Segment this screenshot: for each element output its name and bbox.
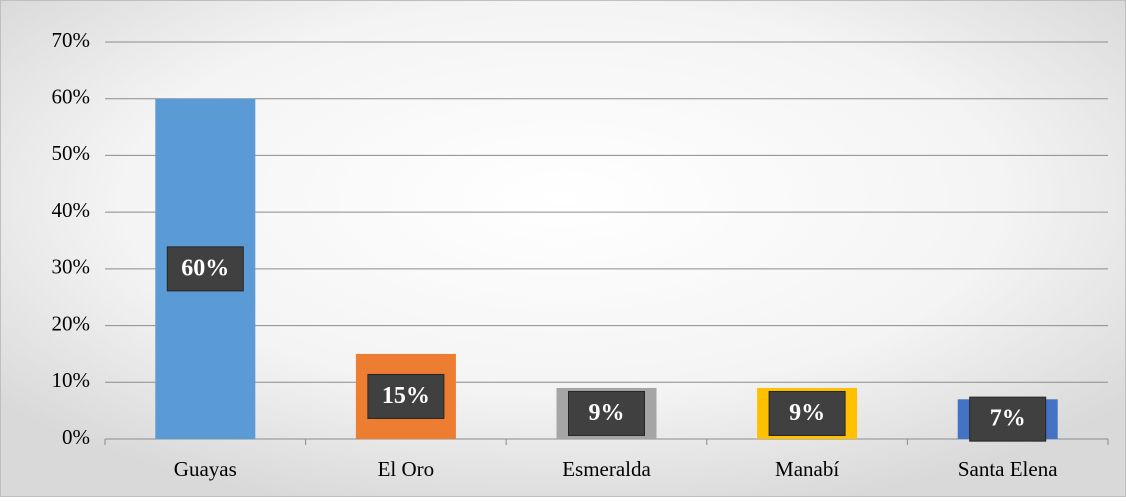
- y-tick-label: 0%: [62, 425, 90, 449]
- x-tick-label: Esmeralda: [562, 457, 651, 481]
- x-tick-label: Guayas: [174, 457, 237, 481]
- value-label-box: [568, 390, 645, 436]
- y-tick-label: 70%: [52, 28, 91, 52]
- value-label: 15%: [382, 383, 430, 409]
- y-tick-label: 50%: [52, 141, 91, 165]
- value-label: 9%: [789, 400, 825, 426]
- value-label: 9%: [589, 400, 625, 426]
- value-label-box: [166, 246, 244, 292]
- y-tick-label: 40%: [52, 198, 91, 222]
- x-tick-label: El Oro: [378, 457, 435, 481]
- value-label-box: [969, 396, 1047, 442]
- x-tick-label: Santa Elena: [958, 457, 1058, 481]
- y-tick-label: 60%: [52, 85, 91, 109]
- x-tick-label: Manabí: [775, 457, 839, 481]
- value-label: 60%: [181, 255, 229, 281]
- y-tick-label: 20%: [52, 311, 91, 335]
- value-label-box: [367, 373, 445, 419]
- value-label: 7%: [990, 406, 1026, 432]
- y-tick-label: 10%: [52, 368, 91, 392]
- value-label-box: [768, 390, 846, 436]
- y-tick-label: 30%: [52, 255, 91, 279]
